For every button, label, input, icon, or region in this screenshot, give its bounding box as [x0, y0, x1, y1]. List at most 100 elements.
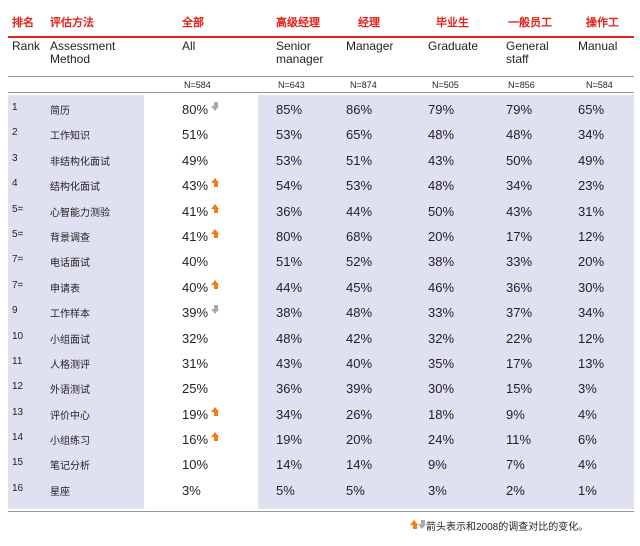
graduate-value: 30% — [428, 381, 455, 397]
manager-value: 40% — [346, 355, 373, 371]
senior-manager-value: 48% — [276, 330, 303, 346]
manual-value: 13% — [578, 355, 605, 371]
all-value: 32% — [182, 330, 209, 346]
all-value: 19% — [182, 406, 209, 422]
sample-size-row: N=584 N=643 N=874 N=505 N=856 N=584 — [8, 76, 634, 93]
manual-value: 34% — [578, 305, 605, 321]
rank-cell: 16 — [12, 482, 24, 494]
graduate-value: 48% — [428, 127, 455, 143]
header-divider — [8, 36, 634, 38]
rank-cell: 7= — [12, 279, 24, 291]
header-zh-manager: 经理 — [358, 17, 380, 29]
sample-size-manual: N=584 — [586, 80, 613, 90]
rank-cell: 11 — [12, 355, 23, 367]
manual-value: 23% — [578, 178, 605, 194]
all-value: 10% — [182, 457, 209, 473]
rank-cell: 14 — [12, 432, 24, 444]
method-cell: 申请表 — [50, 283, 80, 295]
manual-value: 31% — [578, 203, 605, 219]
method-cell: 心智能力测验 — [50, 207, 110, 219]
manual-value: 6% — [578, 432, 597, 448]
rank-cell: 5= — [12, 203, 24, 215]
table-row: 12 外语测试 25% 36% 39% 30% 15% 3% — [8, 374, 634, 399]
sample-size-senior-manager: N=643 — [278, 80, 305, 90]
rank-cell: 7= — [12, 254, 24, 266]
sample-size-manager: N=874 — [350, 80, 377, 90]
manager-value: 45% — [346, 279, 373, 295]
general-staff-value: 36% — [506, 279, 533, 295]
assessment-methods-table: 排名 评估方法 全部 高级经理 经理 毕业生 一般员工 操作工 Rank Ass… — [8, 6, 634, 512]
all-value: 51% — [182, 127, 209, 143]
method-cell: 评价中心 — [50, 410, 90, 422]
rank-cell: 5= — [12, 228, 24, 240]
senior-manager-value: 36% — [276, 203, 303, 219]
table-row: 10 小组面试 32% 48% 42% 32% 22% 12% — [8, 324, 634, 349]
method-cell: 非结构化面试 — [50, 156, 110, 168]
table-row: 5= 心智能力测验 41% 36% 44% 50% 43% 31% — [8, 197, 634, 222]
graduate-value: 35% — [428, 355, 455, 371]
sample-size-all: N=584 — [184, 80, 211, 90]
manager-value: 26% — [346, 406, 373, 422]
graduate-value: 32% — [428, 330, 455, 346]
general-staff-value: 33% — [506, 254, 533, 270]
all-value: 3% — [182, 482, 201, 498]
rank-cell: 13 — [12, 406, 24, 418]
header-en-graduate: Graduate — [428, 39, 479, 53]
graduate-value: 50% — [428, 203, 455, 219]
graduate-value: 24% — [428, 432, 455, 448]
header-zh-rank: 排名 — [12, 17, 34, 29]
header-zh-method: 评估方法 — [50, 17, 94, 29]
all-value: 40% — [182, 254, 209, 270]
legend-text: 箭头表示和2008的调查对比的变化。 — [426, 522, 589, 533]
table-bottom-rule — [8, 511, 634, 512]
general-staff-value: 79% — [506, 102, 533, 117]
header-zh-senior-manager: 高级经理 — [276, 17, 320, 29]
table-row: 3 非结构化面试 49% 53% 51% 43% 50% 49% — [8, 146, 634, 171]
general-staff-value: 34% — [506, 178, 533, 194]
manager-value: 86% — [346, 102, 373, 117]
senior-manager-value: 85% — [276, 102, 303, 117]
general-staff-value: 43% — [506, 203, 533, 219]
all-value: 16% — [182, 432, 209, 448]
senior-manager-value: 43% — [276, 355, 303, 371]
chinese-header-row: 排名 评估方法 全部 高级经理 经理 毕业生 一般员工 操作工 — [8, 6, 634, 32]
general-staff-value: 2% — [506, 482, 525, 498]
senior-manager-value: 51% — [276, 254, 303, 270]
graduate-value: 33% — [428, 305, 455, 321]
senior-manager-value: 34% — [276, 406, 303, 422]
sample-size-general-staff: N=856 — [508, 80, 535, 90]
method-cell: 工作样本 — [50, 309, 90, 321]
general-staff-value: 9% — [506, 406, 525, 422]
header-en-general-staff-line2: staff — [506, 52, 529, 66]
manual-value: 49% — [578, 152, 605, 168]
general-staff-value: 7% — [506, 457, 525, 473]
table-row: 7= 电话面试 40% 51% 52% 38% 33% 20% — [8, 247, 634, 272]
senior-manager-value: 80% — [276, 228, 303, 244]
manual-value: 4% — [578, 457, 597, 473]
senior-manager-value: 38% — [276, 305, 303, 321]
all-value: 40% — [182, 279, 209, 295]
header-zh-general-staff: 一般员工 — [508, 17, 552, 29]
graduate-value: 48% — [428, 178, 455, 194]
graduate-value: 43% — [428, 152, 455, 168]
english-header-row: Rank Assessment Method All Senior manage… — [8, 40, 634, 76]
rank-cell: 3 — [12, 152, 18, 164]
rank-cell: 1 — [12, 102, 18, 113]
method-cell: 电话面试 — [50, 258, 90, 270]
header-en-senior-manager-line1: Senior — [276, 39, 311, 53]
rank-cell: 2 — [12, 127, 18, 139]
manual-value: 20% — [578, 254, 605, 270]
manager-value: 51% — [346, 152, 373, 168]
senior-manager-value: 53% — [276, 127, 303, 143]
table-row: 16 星座 3% 5% 5% 3% 2% 1% — [8, 476, 634, 501]
rank-cell: 9 — [12, 305, 18, 317]
method-cell: 工作知识 — [50, 131, 90, 143]
header-en-rank: Rank — [12, 39, 41, 53]
table-row: 11 人格测评 31% 43% 40% 35% 17% 13% — [8, 349, 634, 374]
header-en-manager: Manager — [346, 39, 394, 53]
table-body-band — [8, 95, 634, 509]
method-cell: 人格测评 — [50, 359, 90, 371]
senior-manager-value: 54% — [276, 178, 303, 194]
senior-manager-value: 44% — [276, 279, 303, 295]
rank-cell: 12 — [12, 381, 24, 393]
